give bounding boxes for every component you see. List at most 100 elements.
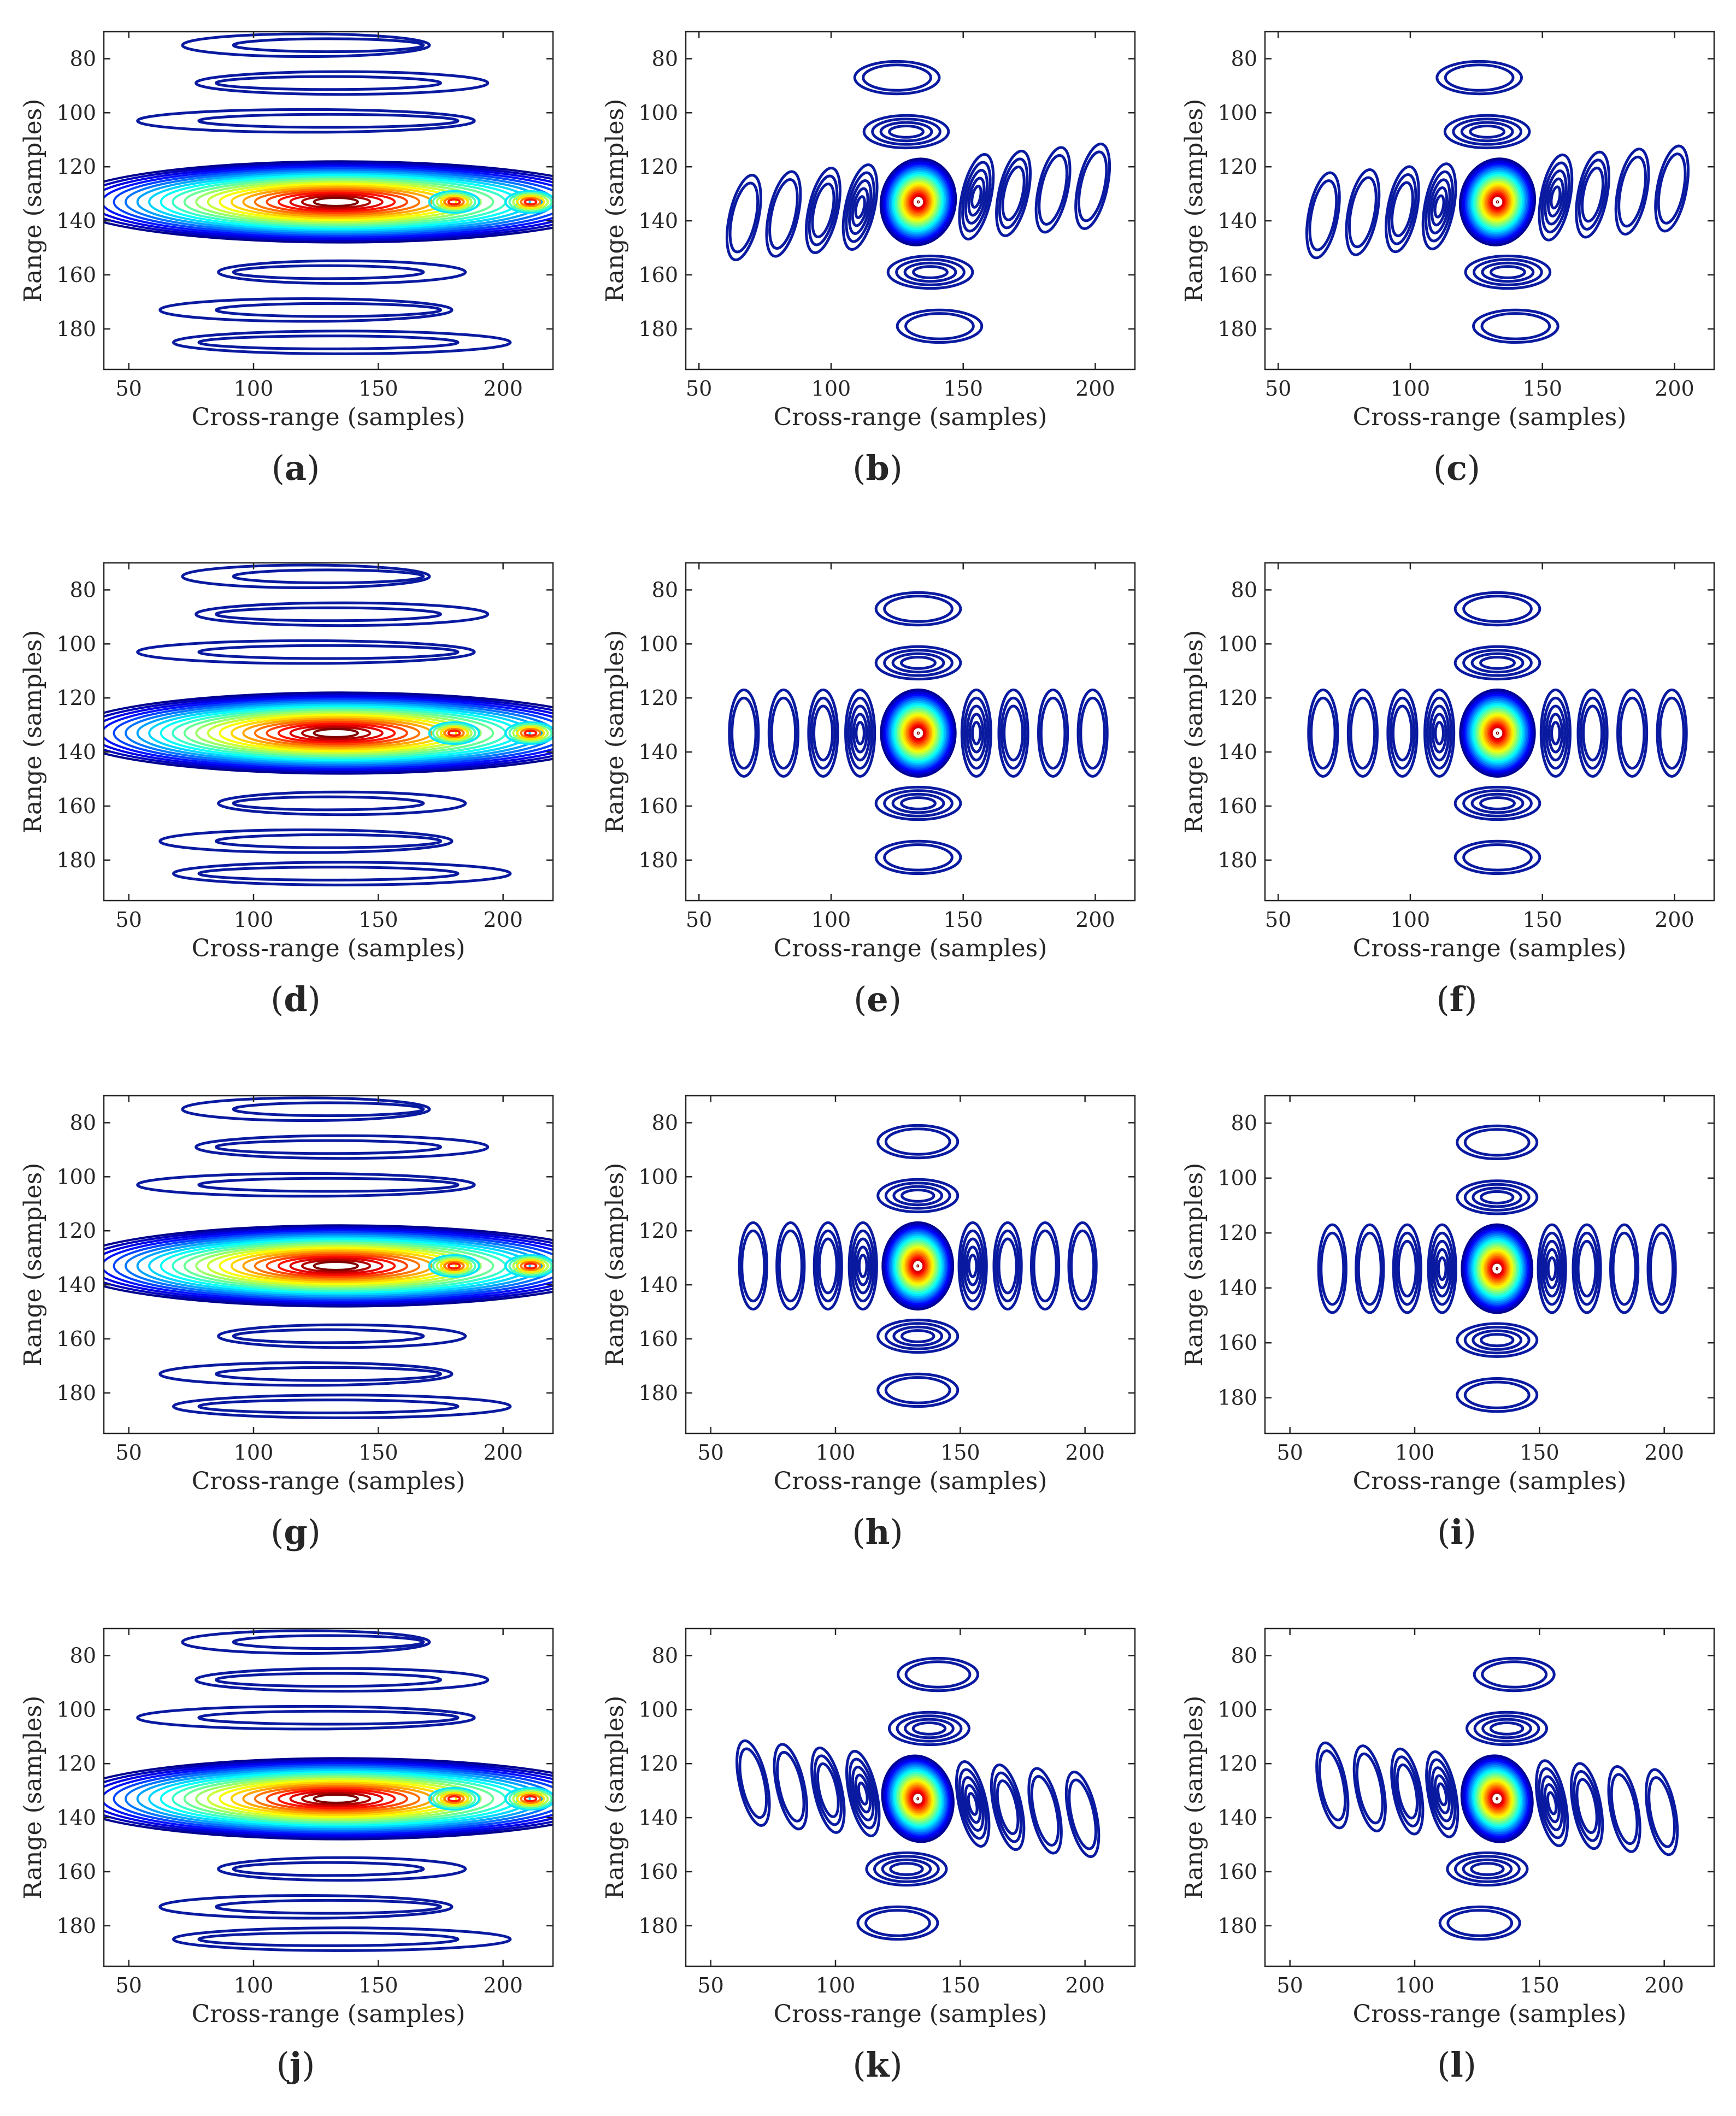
contour-line-40 — [504, 190, 553, 214]
contour-area — [104, 1629, 553, 1952]
contour-line-10 — [172, 330, 512, 355]
contour-line-28 — [1546, 1256, 1557, 1282]
contour-line-28 — [971, 721, 982, 745]
contour-line-10 — [1453, 839, 1541, 875]
contour-line-10 — [856, 1905, 939, 1941]
contour-line-15 — [1355, 1752, 1384, 1825]
contour-line-56 — [910, 724, 926, 742]
y-tick-label: 160 — [1217, 1860, 1257, 1884]
contour-line-47 — [897, 708, 940, 759]
contour-line-53 — [905, 187, 931, 216]
contour-line-23 — [855, 721, 866, 745]
contour-line-5 — [900, 1189, 935, 1203]
panel-i: 50 100 150 200 80 100 120 140 160 180 Cross-range … — [1180, 1095, 1715, 1552]
contour-area — [725, 60, 1111, 344]
contour-line-18 — [811, 183, 835, 238]
contour-line-15 — [104, 1229, 553, 1303]
contour-line-54 — [1486, 720, 1509, 746]
x-axis-label: Cross-range (samples) — [774, 934, 1048, 962]
contour-line-5 — [1489, 1721, 1525, 1736]
contour-line-4 — [1470, 652, 1525, 674]
contour-line-16 — [1385, 165, 1420, 254]
contour-line-31 — [289, 1790, 384, 1808]
y-tick-label: 180 — [1217, 1386, 1257, 1410]
contour-line-21 — [1431, 1766, 1453, 1823]
contour-line-23 — [195, 1776, 482, 1821]
x-axis-label: Cross-range (samples) — [774, 2000, 1048, 2028]
contour-line-11 — [883, 843, 954, 872]
contour-line-38 — [443, 1260, 465, 1271]
contour-line-45 — [523, 1262, 538, 1269]
contour-line-1 — [883, 595, 954, 623]
contour-line-28 — [967, 1254, 978, 1278]
contour-line-0 — [181, 563, 431, 589]
contour-line-2 — [195, 1134, 490, 1160]
contour-line-23 — [1437, 1256, 1447, 1282]
x-tick-label: 150 — [940, 1441, 980, 1465]
contour-line-18 — [1392, 704, 1413, 762]
x-tick-label: 200 — [483, 1441, 523, 1465]
contour-line-48 — [1477, 710, 1518, 756]
y-tick-label: 100 — [1217, 101, 1257, 125]
contour-line-11 — [1463, 1380, 1531, 1409]
contour-line-19 — [148, 1236, 531, 1296]
contour-line-30 — [277, 722, 396, 744]
contour-line-16 — [807, 688, 839, 778]
contour-line-4 — [136, 1172, 476, 1198]
contour-line-44 — [892, 703, 945, 763]
contour-line-35 — [432, 1788, 476, 1809]
contour-line-55 — [909, 191, 928, 213]
y-axis-label: Range (samples) — [601, 99, 629, 303]
contour-line-17 — [1394, 1231, 1420, 1306]
contour-line-54 — [1486, 1786, 1508, 1812]
contour-line-47 — [896, 177, 940, 227]
contour-line-41 — [1466, 166, 1529, 238]
contour-line-27 — [242, 1250, 433, 1282]
contour-line-43 — [1470, 1767, 1524, 1831]
contour-line-25 — [1540, 161, 1570, 234]
contour-line-54 — [907, 720, 929, 746]
contour-line-12 — [1317, 1223, 1347, 1314]
panel-l: 50 100 150 200 80 100 120 140 160 180 Cross-range … — [1180, 1627, 1715, 2085]
contour-line-39 — [447, 198, 461, 205]
contour-line-38 — [1462, 161, 1533, 243]
contour-line-49 — [899, 180, 937, 224]
contour-line-22 — [1431, 713, 1447, 754]
contour-line-45 — [1473, 704, 1522, 762]
contour-line-30 — [1574, 1231, 1600, 1306]
x-axis-label: Cross-range (samples) — [192, 1467, 466, 1495]
contour-line-34 — [428, 1786, 480, 1811]
contour-line-60 — [1492, 1263, 1502, 1274]
contour-line-22 — [1431, 186, 1449, 227]
contour-line-33 — [313, 197, 359, 207]
contour-line-41 — [1468, 1232, 1526, 1305]
contour-line-53 — [905, 1784, 930, 1813]
contour-line-13 — [1318, 1749, 1347, 1821]
contour-line-48 — [898, 1776, 937, 1822]
contour-line-57 — [1491, 726, 1504, 740]
contour-line-21 — [852, 1237, 873, 1295]
contour-line-37 — [1462, 1756, 1533, 1842]
contour-line-50 — [902, 1246, 934, 1286]
contour-line-42 — [888, 168, 948, 236]
contour-line-56 — [910, 193, 926, 211]
contour-line-37 — [882, 1756, 954, 1842]
contour-line-12 — [104, 691, 553, 775]
contour-line-36 — [1461, 1223, 1534, 1314]
contour-line-45 — [1473, 173, 1522, 231]
x-tick-label: 100 — [1391, 908, 1431, 932]
panel-d: 50 100 150 200 80 100 120 140 160 180 Cross-range … — [19, 562, 554, 1019]
contour-line-31 — [289, 193, 384, 211]
contour-line-13 — [104, 162, 553, 242]
contour-line-48 — [1478, 1776, 1516, 1822]
contour-line-1 — [232, 1101, 425, 1118]
y-tick-label: 140 — [638, 209, 678, 233]
contour-line-42 — [512, 1257, 549, 1274]
contour-line-34 — [428, 721, 480, 745]
contour-line-3 — [884, 1182, 951, 1210]
contour-line-12 — [1307, 688, 1339, 778]
contour-line-32 — [1616, 688, 1649, 778]
contour-line-33 — [1611, 1231, 1637, 1306]
contour-line-43 — [1470, 1236, 1523, 1302]
x-axis-label: Cross-range (samples) — [1353, 2000, 1627, 2028]
